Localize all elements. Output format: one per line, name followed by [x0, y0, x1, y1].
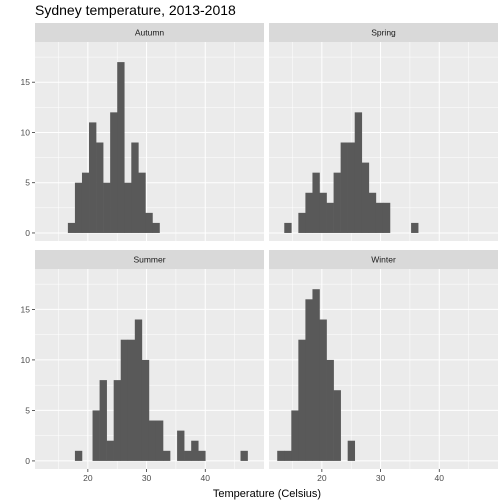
facet-strip: [269, 23, 498, 42]
histogram-bar: [305, 192, 313, 233]
histogram-bar: [312, 289, 320, 461]
x-tick-label: 20: [83, 473, 93, 483]
facet-panel-spring: Spring: [269, 23, 498, 241]
histogram-bar: [120, 339, 129, 461]
histogram-bar: [305, 299, 313, 461]
histogram-bar: [191, 440, 199, 461]
histogram-bar: [106, 440, 114, 461]
histogram-bar: [131, 142, 139, 233]
x-tick-label: 40: [435, 473, 445, 483]
histogram-bar: [277, 450, 285, 461]
y-tick-label: 15: [21, 304, 31, 314]
histogram-bar: [177, 430, 185, 461]
histogram-bar: [145, 212, 153, 233]
histogram-bar: [81, 172, 90, 233]
facet-strip: [269, 250, 498, 269]
histogram-bar: [148, 420, 157, 461]
y-tick-label: 0: [25, 228, 30, 238]
histogram-bar: [333, 172, 341, 233]
histogram-bar: [326, 202, 334, 233]
histogram-bar: [127, 339, 136, 461]
y-tick-label: 10: [21, 127, 31, 137]
histogram-bar: [368, 192, 377, 233]
histogram-bar: [319, 319, 327, 461]
histogram-bar: [99, 380, 107, 461]
histogram-bar: [67, 222, 76, 233]
histogram-bar: [113, 380, 122, 461]
panel-background: [35, 42, 264, 241]
x-tick-label: 40: [201, 473, 211, 483]
histogram-bar: [411, 222, 419, 233]
facet-strip-label: Winter: [371, 255, 396, 265]
histogram-bar: [347, 440, 356, 461]
histogram-bar: [134, 319, 143, 461]
histogram-bar: [382, 202, 391, 233]
histogram-bar: [155, 420, 164, 461]
y-tick-label: 15: [21, 77, 31, 87]
histogram-bar: [361, 162, 370, 233]
histogram-bar: [354, 112, 363, 233]
y-tick-label: 10: [21, 355, 31, 365]
x-tick-label: 30: [376, 473, 386, 483]
histogram-bar: [347, 142, 356, 233]
histogram-bar: [184, 450, 192, 461]
histogram-bar: [284, 222, 292, 233]
facet-strip-label: Spring: [371, 28, 396, 38]
histogram-bar: [96, 142, 104, 233]
y-tick-label: 0: [25, 456, 30, 466]
facet-panel-summer: Summer 0 5 10 15 20 30 40: [21, 250, 264, 483]
histogram-bar: [110, 112, 118, 233]
facet-strip-label: Autumn: [135, 28, 165, 38]
x-tick-label: 30: [142, 473, 152, 483]
histogram-bar: [74, 182, 83, 233]
x-tick-label: 20: [317, 473, 327, 483]
histogram-bar: [340, 142, 348, 233]
histogram-bar: [74, 450, 83, 461]
histogram-bar: [141, 359, 150, 461]
histogram-bar: [298, 212, 306, 233]
y-tick-label: 5: [25, 178, 30, 188]
histogram-bar: [312, 172, 320, 233]
histogram-bar: [284, 450, 292, 461]
histogram-bar: [138, 172, 146, 233]
facet-strip: [35, 250, 264, 269]
histogram-bar: [326, 359, 334, 461]
histogram-bar: [375, 202, 384, 233]
histogram-bar: [152, 222, 160, 233]
histogram-bar: [124, 182, 132, 233]
chart-title: Sydney temperature, 2013-2018: [35, 2, 236, 18]
histogram-bar: [319, 192, 327, 233]
histogram-bar: [117, 62, 125, 233]
histogram-bar: [298, 339, 306, 461]
histogram-bar: [198, 450, 206, 461]
facet-strip: [35, 23, 264, 42]
x-axis-title: Temperature (Celsius): [213, 488, 321, 500]
histogram-bar: [333, 390, 341, 461]
y-tick-label: 5: [25, 405, 30, 415]
histogram-bar: [240, 450, 248, 461]
facet-strip-label: Summer: [133, 255, 165, 265]
facet-panel-winter: Winter 20 30 40: [269, 250, 498, 483]
histogram-bar: [89, 122, 97, 233]
histogram-bar: [92, 410, 100, 461]
histogram-bar: [103, 182, 111, 233]
histogram-bar: [163, 450, 171, 461]
facet-panel-autumn: Autumn 0 5 10 15: [21, 23, 264, 241]
histogram-bar: [291, 410, 299, 461]
